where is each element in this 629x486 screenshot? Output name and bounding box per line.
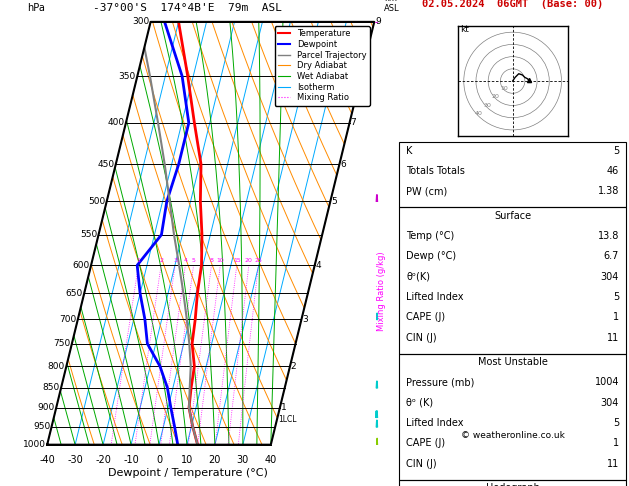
Text: -30: -30 — [67, 455, 83, 465]
Text: 1: 1 — [613, 438, 619, 449]
Text: 750: 750 — [53, 339, 70, 348]
Text: 500: 500 — [88, 197, 105, 206]
Text: 10: 10 — [181, 455, 193, 465]
Text: 450: 450 — [97, 160, 114, 169]
Text: 20: 20 — [245, 258, 253, 263]
Text: 5: 5 — [613, 292, 619, 302]
Text: 2: 2 — [159, 258, 163, 263]
Text: 15: 15 — [233, 258, 241, 263]
Text: 9: 9 — [375, 17, 381, 26]
Text: Hodograph: Hodograph — [486, 483, 540, 486]
Text: 700: 700 — [59, 315, 76, 324]
Text: 304: 304 — [601, 272, 619, 282]
Text: Mixing Ratio (g/kg): Mixing Ratio (g/kg) — [377, 252, 386, 331]
Text: Surface: Surface — [494, 211, 532, 221]
Text: Lifted Index: Lifted Index — [406, 418, 464, 428]
Text: 600: 600 — [72, 261, 90, 270]
Text: 1000: 1000 — [23, 440, 46, 449]
Text: CIN (J): CIN (J) — [406, 459, 437, 469]
Text: 3: 3 — [173, 258, 177, 263]
Text: Dewpoint / Temperature (°C): Dewpoint / Temperature (°C) — [108, 468, 268, 478]
Text: Pressure (mb): Pressure (mb) — [406, 378, 475, 387]
Text: 550: 550 — [80, 230, 97, 239]
Text: 1: 1 — [281, 403, 286, 412]
Text: CAPE (J): CAPE (J) — [406, 312, 445, 322]
Text: 25: 25 — [255, 258, 262, 263]
Text: -40: -40 — [39, 455, 55, 465]
Text: 6: 6 — [340, 160, 346, 169]
Bar — [399, 354, 626, 480]
Text: 5: 5 — [331, 197, 337, 206]
Text: CAPE (J): CAPE (J) — [406, 438, 445, 449]
Text: -37°00'S  174°4B'E  79m  ASL: -37°00'S 174°4B'E 79m ASL — [93, 3, 282, 14]
Text: 7: 7 — [350, 119, 356, 127]
Text: 6.7: 6.7 — [604, 251, 619, 261]
Text: Dewp (°C): Dewp (°C) — [406, 251, 456, 261]
Text: 1004: 1004 — [594, 378, 619, 387]
Text: 40: 40 — [265, 455, 277, 465]
Text: 300: 300 — [132, 17, 149, 26]
Text: Totals Totals: Totals Totals — [406, 166, 465, 176]
Text: 800: 800 — [48, 362, 65, 371]
Text: km
ASL: km ASL — [384, 0, 399, 14]
Text: 1.38: 1.38 — [598, 186, 619, 196]
Text: θᵒ(K): θᵒ(K) — [406, 272, 430, 282]
Text: 304: 304 — [601, 398, 619, 408]
Text: 8: 8 — [362, 71, 367, 81]
Text: 13.8: 13.8 — [598, 231, 619, 241]
Text: 20: 20 — [209, 455, 221, 465]
Bar — [399, 480, 626, 486]
Text: 950: 950 — [33, 422, 50, 431]
Text: 0: 0 — [156, 455, 162, 465]
Bar — [399, 208, 626, 354]
Text: 3: 3 — [303, 315, 308, 324]
Text: Most Unstable: Most Unstable — [477, 357, 548, 367]
Text: K: K — [406, 146, 413, 156]
Text: 10: 10 — [216, 258, 224, 263]
Text: -20: -20 — [95, 455, 111, 465]
Text: 400: 400 — [108, 119, 125, 127]
Text: 5: 5 — [613, 146, 619, 156]
Text: 8: 8 — [209, 258, 213, 263]
Text: 850: 850 — [43, 383, 60, 392]
Text: 11: 11 — [607, 332, 619, 343]
Text: 2: 2 — [291, 362, 296, 371]
Text: Lifted Index: Lifted Index — [406, 292, 464, 302]
Text: 5: 5 — [192, 258, 196, 263]
Text: 1LCL: 1LCL — [278, 415, 296, 424]
Text: CIN (J): CIN (J) — [406, 332, 437, 343]
Text: 350: 350 — [119, 71, 136, 81]
Text: Temp (°C): Temp (°C) — [406, 231, 455, 241]
Text: 1: 1 — [136, 258, 140, 263]
Text: © weatheronline.co.uk: © weatheronline.co.uk — [460, 432, 565, 440]
Bar — [399, 142, 626, 208]
Text: 4: 4 — [316, 261, 321, 270]
Text: θᵒ (K): θᵒ (K) — [406, 398, 433, 408]
Text: 1: 1 — [613, 312, 619, 322]
Text: 650: 650 — [65, 289, 83, 298]
Text: -10: -10 — [123, 455, 139, 465]
Text: 02.05.2024  06GMT  (Base: 00): 02.05.2024 06GMT (Base: 00) — [422, 0, 603, 9]
Text: 4: 4 — [184, 258, 187, 263]
Text: 5: 5 — [613, 418, 619, 428]
Text: hPa: hPa — [28, 3, 45, 14]
Text: 30: 30 — [237, 455, 249, 465]
Text: 11: 11 — [607, 459, 619, 469]
Legend: Temperature, Dewpoint, Parcel Trajectory, Dry Adiabat, Wet Adiabat, Isotherm, Mi: Temperature, Dewpoint, Parcel Trajectory… — [275, 26, 370, 105]
Text: 46: 46 — [607, 166, 619, 176]
Text: 900: 900 — [38, 403, 55, 412]
Text: PW (cm): PW (cm) — [406, 186, 447, 196]
